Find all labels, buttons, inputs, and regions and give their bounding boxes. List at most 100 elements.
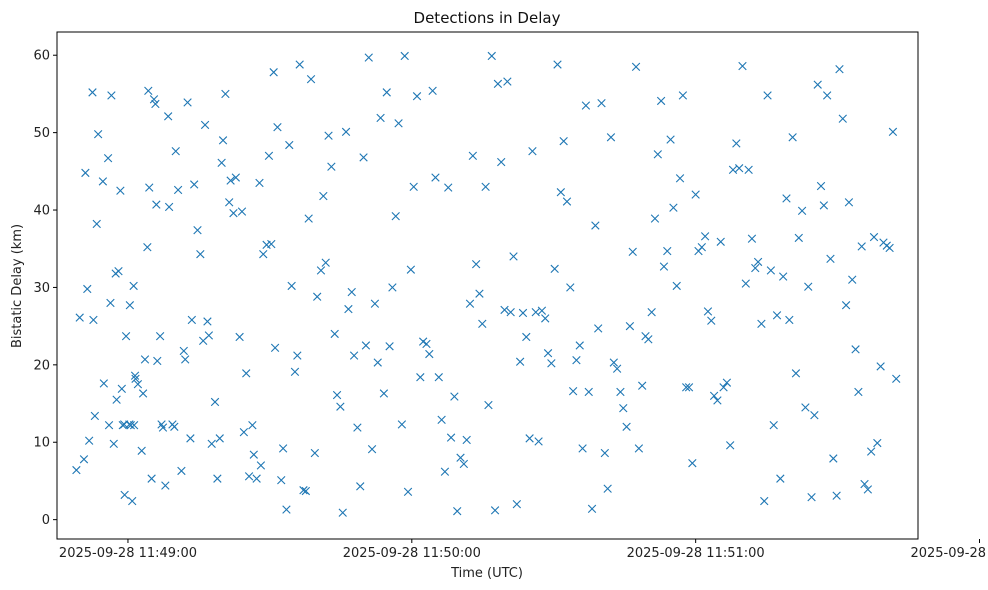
data-point: [293, 351, 302, 360]
data-point: [72, 465, 81, 475]
data-point: [158, 423, 168, 432]
data-point: [888, 127, 898, 137]
data-point: [446, 433, 456, 442]
data-point: [131, 374, 140, 383]
data-point: [566, 283, 575, 292]
data-point: [130, 371, 140, 380]
data-point: [647, 308, 656, 317]
data-point: [638, 381, 647, 390]
data-point: [391, 212, 400, 221]
data-point: [515, 357, 525, 366]
data-point: [444, 183, 453, 192]
data-point: [703, 307, 713, 316]
data-point: [385, 342, 394, 351]
data-point: [344, 304, 353, 314]
y-tick-label: 30: [33, 281, 50, 296]
data-point: [177, 466, 186, 476]
data-point: [171, 147, 180, 156]
data-point: [666, 135, 675, 144]
data-point: [822, 91, 832, 100]
data-point: [854, 387, 863, 397]
data-point: [285, 140, 294, 150]
data-point: [239, 427, 249, 437]
data-point: [591, 221, 600, 230]
chart-title: Detections in Delay: [414, 9, 561, 27]
data-point: [422, 339, 431, 349]
data-point: [106, 298, 115, 308]
data-point: [92, 219, 101, 229]
data-point: [581, 101, 591, 110]
x-tick-label: 2025-09-28 11:52:00: [910, 546, 988, 561]
data-point: [782, 194, 791, 203]
y-axis-title: Bistatic Delay (km): [10, 224, 25, 348]
data-point: [416, 373, 425, 382]
data-point: [153, 356, 162, 366]
data-point: [634, 444, 644, 453]
data-point: [347, 287, 356, 297]
x-tick-label: 2025-09-28 11:51:00: [627, 546, 765, 561]
data-point: [332, 390, 342, 400]
data-point: [851, 345, 860, 354]
data-point: [364, 53, 373, 62]
data-point: [857, 242, 866, 251]
data-point: [88, 88, 97, 97]
data-point: [221, 89, 230, 99]
data-point: [484, 400, 493, 410]
data-point: [543, 349, 553, 358]
x-tick-label: 2025-09-28 11:49:00: [59, 546, 197, 561]
data-point: [304, 214, 313, 223]
data-point: [509, 252, 518, 261]
data-point: [226, 176, 235, 185]
data-point: [140, 355, 150, 364]
data-point: [412, 92, 422, 101]
data-point: [816, 181, 826, 191]
data-point: [428, 86, 437, 96]
data-point: [264, 151, 274, 161]
data-point: [259, 249, 268, 259]
data-point: [801, 403, 810, 412]
data-point: [203, 317, 212, 326]
data-point: [594, 324, 603, 333]
data-point: [835, 64, 844, 74]
data-point: [587, 504, 597, 514]
data-point: [462, 435, 471, 445]
data-point: [218, 136, 228, 145]
data-point: [572, 356, 581, 365]
data-point: [367, 445, 377, 454]
data-point: [848, 275, 857, 284]
data-point: [650, 214, 660, 223]
data-point: [190, 180, 199, 189]
data-point: [324, 131, 333, 140]
data-point: [112, 395, 121, 404]
data-point: [394, 119, 403, 128]
data-point: [541, 314, 550, 323]
data-point: [301, 486, 311, 496]
data-point: [282, 505, 291, 514]
data-point: [807, 493, 816, 502]
data-point: [788, 133, 797, 142]
data-point: [876, 362, 885, 371]
data-point: [760, 496, 769, 506]
data-point: [456, 453, 465, 462]
data-point: [813, 80, 822, 89]
data-point: [860, 479, 869, 489]
y-tick-label: 10: [33, 436, 50, 451]
data-point: [196, 249, 205, 259]
data-point: [534, 437, 543, 446]
data-point: [663, 246, 672, 256]
data-point: [252, 474, 261, 483]
data-point: [129, 421, 139, 430]
data-point: [885, 243, 894, 253]
data-point: [231, 173, 241, 182]
data-point: [104, 421, 114, 430]
scatter-series: [72, 51, 901, 517]
x-axis-title: Time (UTC): [450, 566, 523, 581]
data-point: [242, 369, 251, 378]
data-point: [732, 139, 741, 148]
data-point: [129, 281, 138, 291]
data-point: [103, 153, 113, 163]
data-point: [186, 434, 195, 443]
data-point: [373, 358, 382, 367]
data-point: [606, 133, 616, 142]
